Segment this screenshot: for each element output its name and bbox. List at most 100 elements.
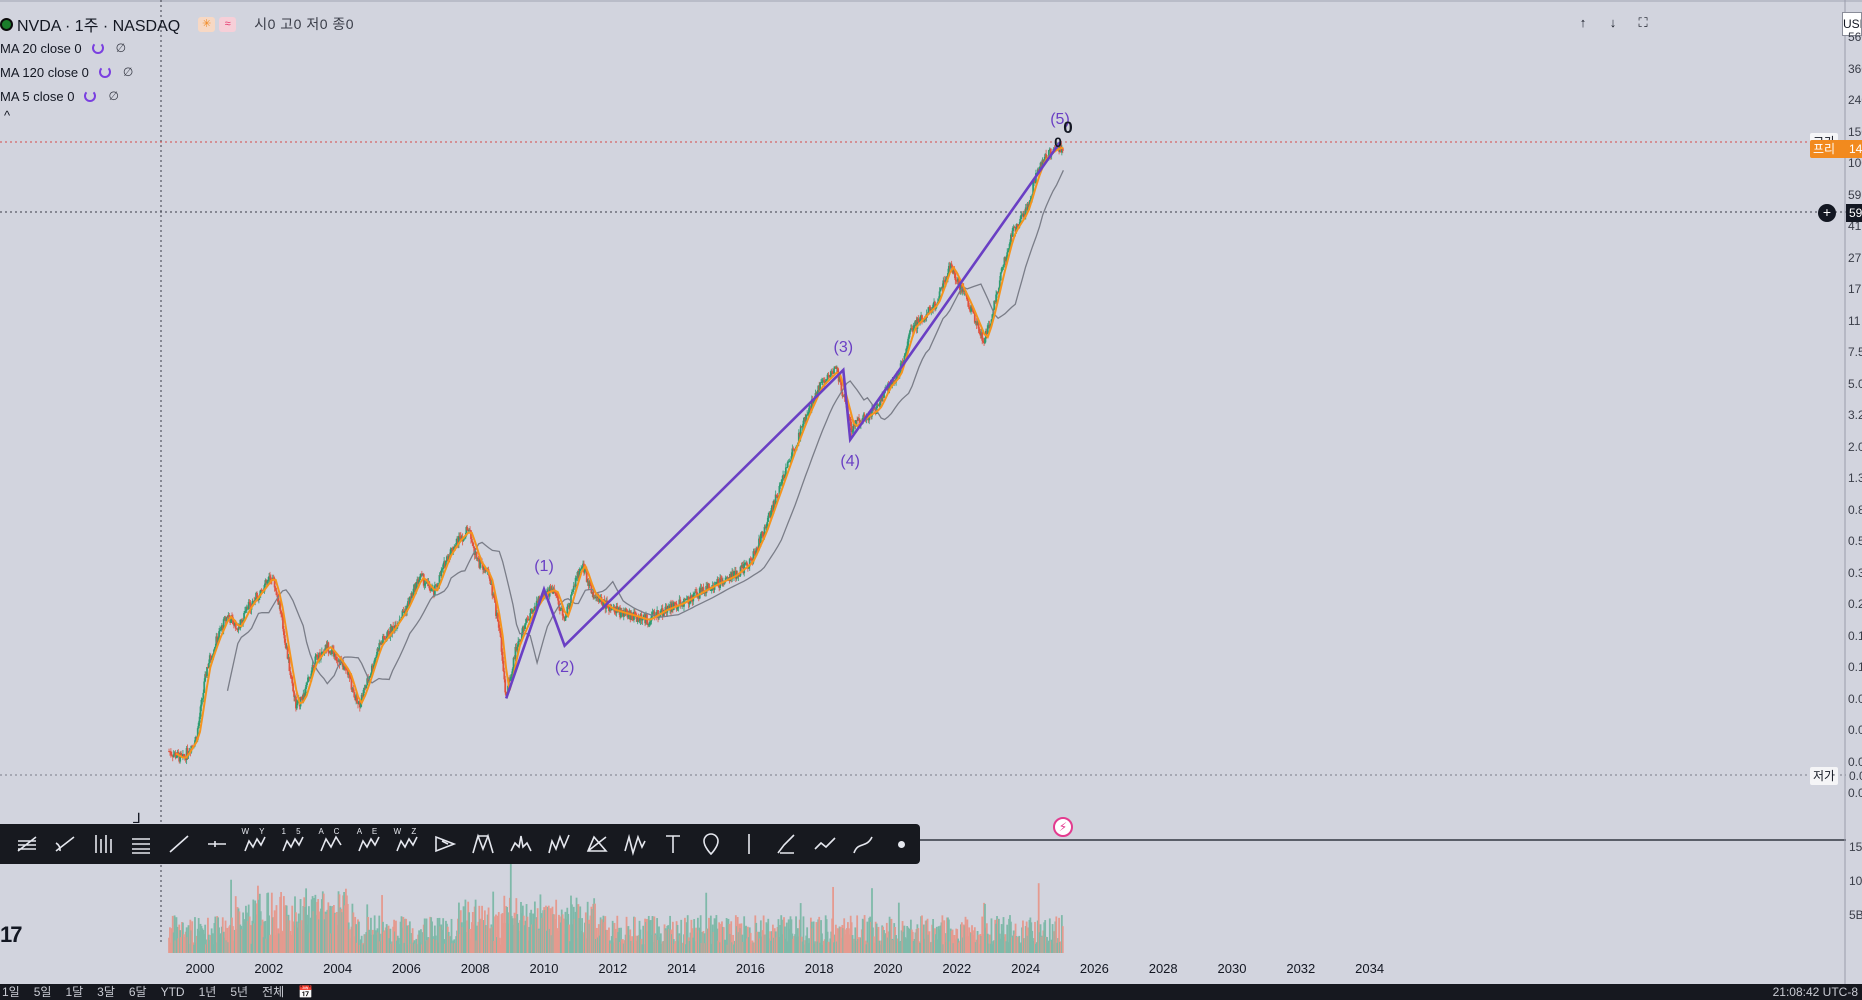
candle-body [494, 597, 496, 603]
volume-bar [367, 916, 370, 953]
candle-body [255, 592, 257, 601]
wave-label[interactable]: (1) [534, 558, 554, 576]
candle-body [456, 538, 458, 544]
volume-bar [522, 915, 525, 953]
scroll-up-icon[interactable]: ↑ [1579, 15, 1587, 30]
volume-bar [345, 888, 347, 953]
candle-body [501, 651, 504, 661]
volume-bar [947, 917, 949, 953]
path-tool-button[interactable] [806, 824, 844, 864]
candle-body [383, 636, 385, 639]
candle-body [709, 590, 712, 592]
volume-bar [300, 920, 303, 953]
sun-chip-icon[interactable]: ✳ [198, 16, 216, 32]
volume-bar [534, 918, 537, 953]
volume-bar [315, 915, 318, 953]
candle-body [308, 677, 311, 679]
equals-chip-icon[interactable]: ≈ [219, 16, 237, 32]
fib-channel-tool-button[interactable] [8, 824, 46, 864]
elliott-triangle-tool-button[interactable]: A E [350, 824, 388, 864]
range-button[interactable]: 3달 [97, 985, 115, 999]
volume-bar [295, 912, 297, 953]
volume-bar [212, 944, 215, 953]
cypher-pattern-tool-button[interactable] [616, 824, 654, 864]
candle-body [528, 619, 531, 621]
candle-body [290, 675, 293, 677]
candle-body [876, 404, 879, 406]
volume-bar [251, 920, 254, 953]
volume-bar [371, 929, 374, 953]
candle-body [358, 701, 360, 704]
currency-selector[interactable]: USD [1842, 12, 1862, 36]
candle-body [995, 294, 997, 303]
candle-body [433, 587, 435, 595]
volume-bar [624, 934, 627, 953]
brush-tool-button[interactable] [768, 824, 806, 864]
volume-bar [646, 931, 649, 953]
elliott-wxy-tool-button[interactable]: W Y [236, 824, 274, 864]
price-chart[interactable] [0, 0, 1846, 984]
trend-line-tool-button[interactable] [160, 824, 198, 864]
volume-bar [814, 941, 817, 953]
indicator-row-ma5[interactable]: MA 5 close 0 ∅ [0, 84, 354, 108]
elliott-wave-line[interactable] [504, 141, 1062, 699]
volume-bar [243, 919, 245, 953]
range-button[interactable]: 5일 [33, 985, 52, 999]
range-button[interactable]: 5년 [230, 985, 249, 999]
annotation-zero-large[interactable]: 0 [1063, 118, 1073, 137]
volume-bar [934, 934, 937, 953]
horizontal-ray-tool-button[interactable] [198, 824, 236, 864]
trend-angle-tool-button[interactable] [46, 824, 84, 864]
vertical-line-tool-button[interactable] [730, 824, 768, 864]
more-tools-button[interactable] [882, 824, 920, 864]
fullscreen-icon[interactable]: ⛶ [1638, 15, 1648, 30]
text-tool-button[interactable] [654, 824, 692, 864]
indicator-row-ma20[interactable]: MA 20 close 0 ∅ [0, 36, 354, 60]
volume-bar [191, 921, 194, 953]
range-button[interactable]: 1일 [2, 985, 20, 999]
head-shoulders-tool-button[interactable] [502, 824, 540, 864]
wave-label[interactable]: (5) [1050, 111, 1070, 129]
volume-bar [861, 918, 864, 953]
range-button[interactable]: YTD [160, 985, 185, 999]
parallel-channel-tool-button[interactable] [122, 824, 160, 864]
tradingview-logo[interactable]: 17 [0, 922, 23, 947]
wave-label[interactable]: (4) [840, 452, 860, 470]
annotation-zero-small[interactable]: 0 [1054, 134, 1062, 150]
wave-label[interactable]: (3) [833, 339, 854, 357]
range-button[interactable]: 전체 [262, 985, 285, 999]
candle-body [382, 636, 384, 644]
collapse-legend-button[interactable]: ^ [4, 108, 11, 123]
three-drives-tool-button[interactable] [540, 824, 578, 864]
curve-tool-button[interactable] [844, 824, 882, 864]
candle-body [593, 597, 596, 599]
indicator-row-ma120[interactable]: MA 120 close 0 ∅ [0, 60, 354, 84]
volume-bar [445, 923, 448, 953]
wave-label[interactable]: (2) [554, 658, 575, 676]
replay-icon[interactable]: ⚡ [1053, 817, 1073, 837]
volume-bar [454, 943, 457, 953]
price-axis[interactable]: 56036024015010059412717117.55.03.22.01.3… [1846, 30, 1862, 830]
volume-layer [168, 861, 1064, 953]
volume-bar [609, 943, 612, 953]
range-button[interactable]: 1달 [65, 985, 84, 999]
volume-bar [574, 911, 577, 953]
add-alert-plus-icon[interactable]: + [1818, 204, 1836, 222]
symbol-title[interactable]: NVDA · 1주 · NASDAQ [17, 18, 181, 35]
range-button[interactable]: 1년 [198, 985, 217, 999]
candle-body [741, 565, 744, 567]
xabcd-pattern-tool-button[interactable] [464, 824, 502, 864]
pin-tool-button[interactable] [692, 824, 730, 864]
range-button[interactable]: 6달 [128, 985, 147, 999]
elliott-correction-tool-button[interactable]: A C [312, 824, 350, 864]
triangle-pattern-tool-button[interactable] [578, 824, 616, 864]
volume-bar [766, 923, 769, 953]
calendar-icon[interactable]: 📅 [298, 985, 314, 999]
scroll-down-icon[interactable]: ↓ [1609, 15, 1617, 30]
abcd-pattern-tool-button[interactable] [426, 824, 464, 864]
volume-bar [505, 906, 508, 953]
pitchfork-tool-button[interactable] [84, 824, 122, 864]
elliott-impulse-tool-button[interactable]: 1 5 [274, 824, 312, 864]
elliott-double-combo-tool-button[interactable]: W Z [388, 824, 426, 864]
candle-body [201, 698, 204, 700]
